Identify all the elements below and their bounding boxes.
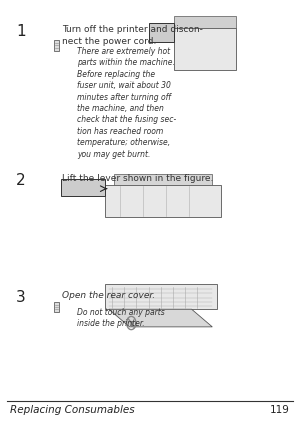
Text: Lift the lever shown in the figure.: Lift the lever shown in the figure. bbox=[62, 174, 214, 183]
FancyBboxPatch shape bbox=[149, 23, 174, 43]
FancyBboxPatch shape bbox=[174, 29, 236, 70]
Text: Do not touch any parts
inside the printer.: Do not touch any parts inside the printe… bbox=[77, 307, 165, 327]
FancyBboxPatch shape bbox=[105, 285, 218, 310]
Text: Turn off the printer and discon-
nect the power cord.: Turn off the printer and discon- nect th… bbox=[62, 25, 203, 46]
Text: There are extremely hot
parts within the machine.
Before replacing the
fuser uni: There are extremely hot parts within the… bbox=[77, 47, 176, 158]
FancyBboxPatch shape bbox=[54, 302, 59, 313]
Text: Replacing Consumables: Replacing Consumables bbox=[10, 404, 135, 414]
Text: 2: 2 bbox=[16, 173, 26, 188]
Text: 1: 1 bbox=[16, 24, 26, 39]
Polygon shape bbox=[109, 310, 212, 327]
FancyBboxPatch shape bbox=[61, 179, 105, 197]
Text: 119: 119 bbox=[270, 404, 290, 414]
Text: 3: 3 bbox=[16, 289, 26, 304]
FancyBboxPatch shape bbox=[174, 17, 236, 29]
FancyBboxPatch shape bbox=[54, 41, 59, 52]
FancyBboxPatch shape bbox=[105, 185, 221, 218]
FancyBboxPatch shape bbox=[114, 174, 212, 185]
Text: Open the rear cover.: Open the rear cover. bbox=[62, 290, 155, 299]
